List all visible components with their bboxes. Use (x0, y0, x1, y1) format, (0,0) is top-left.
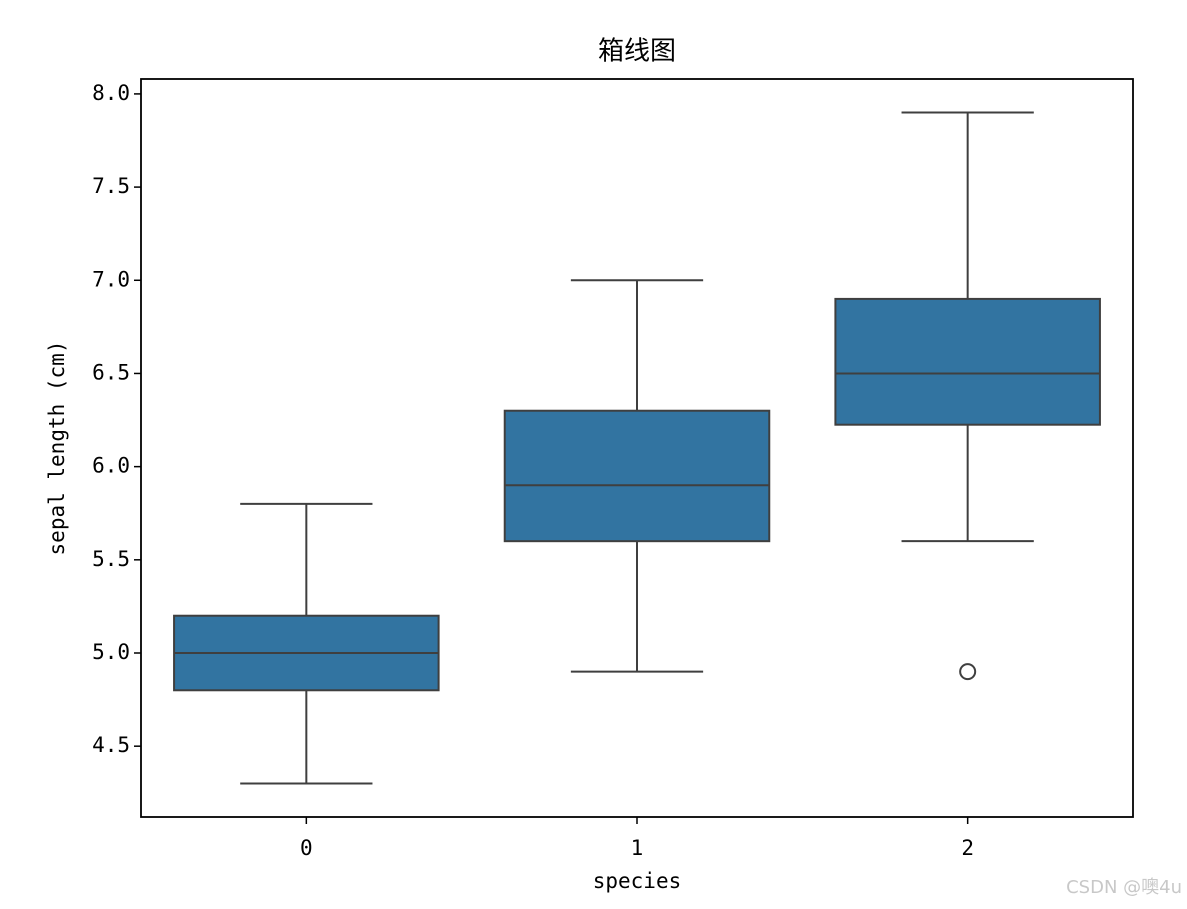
y-tick-label: 6.5 (92, 360, 130, 384)
y-tick-label: 4.5 (92, 733, 130, 757)
y-tick-label: 8.0 (92, 81, 130, 105)
chart-title: 箱线图 (598, 37, 676, 67)
watermark: CSDN @噢4u (1066, 877, 1182, 898)
x-axis-label: species (593, 869, 682, 893)
y-tick-label: 5.0 (92, 640, 130, 664)
outlier (959, 663, 977, 681)
y-tick-label: 7.0 (92, 267, 130, 291)
x-tick-label: 1 (631, 836, 644, 860)
box (503, 409, 771, 543)
y-tick-label: 5.5 (92, 547, 130, 571)
plot-frame (140, 78, 1134, 818)
x-tick-label: 0 (300, 836, 313, 860)
x-tick-label: 2 (961, 836, 974, 860)
box (834, 297, 1101, 426)
y-axis-label: sepal length (cm) (45, 341, 69, 556)
y-tick-label: 7.5 (92, 174, 130, 198)
y-tick-label: 6.0 (92, 454, 130, 478)
